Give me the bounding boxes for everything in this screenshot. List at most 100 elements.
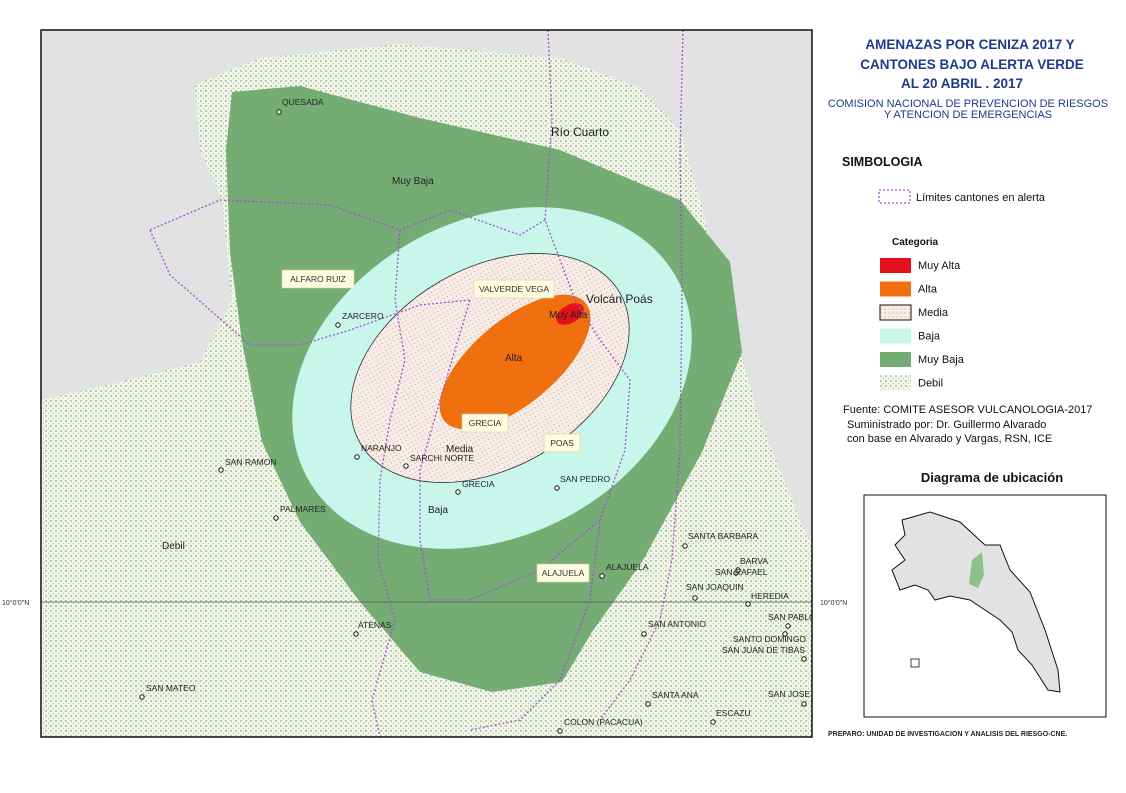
town-dot bbox=[273, 515, 279, 521]
town-label: ALAJUELA bbox=[606, 562, 649, 572]
town-dot bbox=[557, 728, 563, 734]
town-label: SAN MATEO bbox=[146, 683, 196, 693]
town-label: SANTA ANA bbox=[652, 690, 699, 700]
source-line: Suministrado por: Dr. Guillermo Alvarado bbox=[847, 419, 1046, 431]
canton-box bbox=[461, 413, 509, 433]
town-label: SANTO DOMINGO bbox=[733, 634, 806, 644]
canton-label: ALFARO RUIZ bbox=[290, 274, 346, 284]
town-dot bbox=[692, 595, 698, 601]
town-dot bbox=[218, 467, 224, 473]
town-label: SAN JOAQUIN bbox=[686, 582, 744, 592]
town-label: HEREDIA bbox=[751, 591, 789, 601]
subtitle-line: COMISION NACIONAL DE PREVENCION DE RIESG… bbox=[828, 98, 1108, 110]
town-label: SANTA BARBARA bbox=[688, 531, 759, 541]
town-label: SARCHI NORTE bbox=[410, 453, 474, 463]
town-dot bbox=[785, 623, 791, 629]
volcano-label: Volcán Poás bbox=[586, 292, 653, 306]
town-dot bbox=[682, 543, 688, 549]
legend-label: Baja bbox=[918, 331, 941, 343]
legend-label: Muy Baja bbox=[918, 354, 965, 366]
credit: PREPARO: UNIDAD DE INVESTIGACION Y ANALI… bbox=[828, 731, 1067, 738]
legend-swatch bbox=[880, 258, 911, 273]
canton-box bbox=[473, 279, 555, 299]
latitude-label: 10°0'0"N bbox=[2, 599, 29, 607]
legend-swatch bbox=[880, 352, 911, 367]
town-dot bbox=[455, 489, 461, 495]
canton-label: GRECIA bbox=[469, 418, 502, 428]
cantons: ALFARO RUIZ VALVERDE VEGA GRECIA POAS ALAJUE… bbox=[281, 269, 590, 583]
legend-label: Media bbox=[918, 307, 949, 319]
town-label: GRECIA bbox=[462, 479, 495, 489]
legend: SIMBOLOGIA Límites cantones en alerta Ca… bbox=[842, 155, 1092, 445]
town-dot bbox=[354, 454, 360, 460]
country-outline bbox=[891, 511, 1061, 693]
canton-label: POAS bbox=[550, 438, 574, 448]
town-dot bbox=[276, 109, 282, 115]
town-label: ZARCERO bbox=[342, 311, 384, 321]
legend-label: Debil bbox=[918, 378, 943, 390]
legend-swatch bbox=[880, 328, 911, 344]
island-marker bbox=[910, 658, 920, 668]
legend-label: Límites cantones en alerta bbox=[916, 192, 1046, 204]
town-label: SAN RAFAEL bbox=[715, 567, 768, 577]
town-dot bbox=[353, 631, 359, 637]
title-line: CANTONES BAJO ALERTA VERDE bbox=[860, 57, 1084, 72]
town-label: SAN RAMON bbox=[225, 457, 276, 467]
town-dot bbox=[645, 701, 651, 707]
zone-label: Debil bbox=[162, 541, 185, 552]
town-label: SAN PEDRO bbox=[560, 474, 610, 484]
zone-label: Baja bbox=[428, 505, 448, 516]
category-heading: Categoria bbox=[892, 237, 939, 248]
town-dot bbox=[139, 694, 145, 700]
legend-label: Muy Alta bbox=[918, 260, 961, 272]
town-dot bbox=[554, 485, 560, 491]
town-dot bbox=[745, 601, 751, 607]
town-label: SAN JOSE bbox=[768, 689, 810, 699]
map: QUESADA ZARCERO NARANJO SARCHI NORTE GRECIA S… bbox=[41, 30, 816, 737]
legend-items: Muy Alta Alta Media Baja Muy Baja Debil bbox=[879, 258, 965, 391]
town-dot bbox=[403, 463, 409, 469]
subtitle-line: Y ATENCION DE EMERGENCIAS bbox=[884, 109, 1052, 121]
legend-heading: SIMBOLOGIA bbox=[842, 155, 923, 169]
title-block: AMENAZAS POR CENIZA 2017 Y CANTONES BAJO… bbox=[828, 37, 1108, 121]
town-dot bbox=[801, 701, 807, 707]
town-label: ESCAZU bbox=[716, 708, 750, 718]
town-dot bbox=[733, 570, 739, 576]
canton-box bbox=[281, 269, 355, 289]
legend-swatch bbox=[880, 375, 911, 391]
town-label: BARVA bbox=[740, 556, 768, 566]
zone-label: Media bbox=[446, 444, 474, 455]
town-label: ATENAS bbox=[358, 620, 392, 630]
town-dot bbox=[710, 719, 716, 725]
map-frame bbox=[40, 29, 813, 738]
canton-box bbox=[536, 563, 590, 583]
towns: QUESADA ZARCERO NARANJO SARCHI NORTE GRECIA S… bbox=[139, 97, 816, 734]
zone-label: Muy Baja bbox=[392, 176, 434, 187]
inset-map bbox=[863, 494, 1107, 718]
legend-swatch bbox=[879, 304, 912, 321]
town-label: SAN PABLO bbox=[768, 612, 816, 622]
river-label: Río Cuarto bbox=[551, 125, 609, 139]
town-label: QUESADA bbox=[282, 97, 324, 107]
town-dot bbox=[782, 631, 788, 637]
source-line: Fuente: COMITE ASESOR VULCANOLOGIA-2017 bbox=[843, 404, 1092, 416]
boundary-swatch bbox=[878, 189, 911, 204]
zone-muy-alta bbox=[556, 303, 584, 325]
latitude-label: 10°0'0"N bbox=[820, 599, 847, 607]
canton-label: VALVERDE VEGA bbox=[479, 284, 549, 294]
town-dot bbox=[599, 573, 605, 579]
canton-label: ALAJUELA bbox=[542, 568, 585, 578]
source-line: con base en Alvarado y Vargas, RSN, ICE bbox=[847, 433, 1052, 445]
town-dot bbox=[801, 656, 807, 662]
zone-alta bbox=[439, 294, 591, 430]
town-label: PALMARES bbox=[280, 504, 326, 514]
canton-box bbox=[543, 433, 581, 453]
town-label: SAN JUAN DE TIBAS bbox=[722, 645, 805, 655]
town-label: NARANJO bbox=[361, 443, 402, 453]
town-label: COLON (PACACUA) bbox=[564, 717, 643, 727]
zone-label: Alta bbox=[505, 353, 523, 364]
title-line: AL 20 ABRIL . 2017 bbox=[901, 76, 1023, 91]
town-dot bbox=[641, 631, 647, 637]
zone-label: Muy Alta bbox=[549, 310, 588, 321]
legend-label: Alta bbox=[918, 284, 938, 296]
